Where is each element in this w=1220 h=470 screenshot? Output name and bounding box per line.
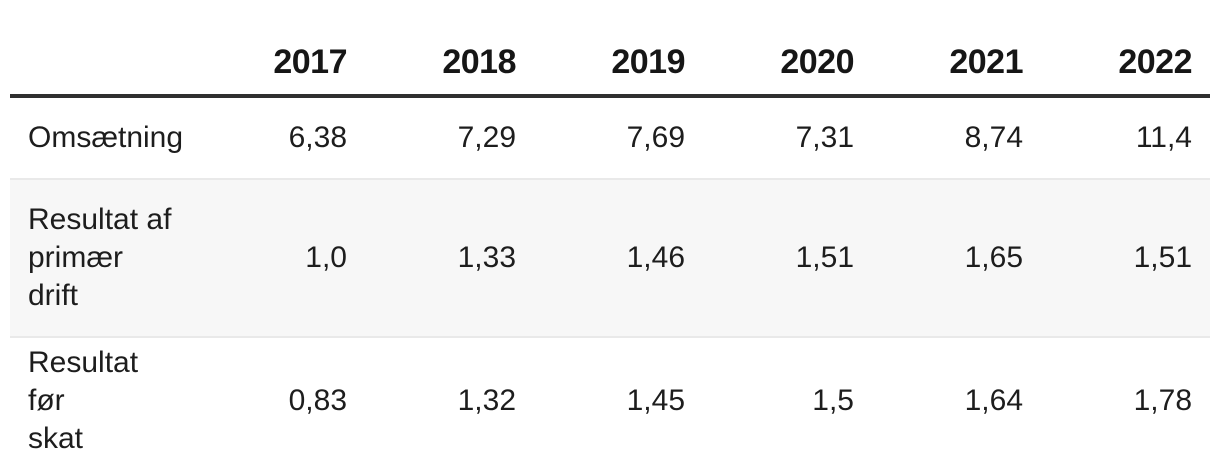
table-row-omsaetning: Omsætning 6,38 7,29 7,69 7,31 8,74 11,4 [10,96,1210,179]
cell-value: 7,29 [457,121,516,155]
cell-value: 1,0 [178,178,347,338]
header-row: 2017 2018 2019 2020 2021 2022 [10,0,1210,99]
table-row-resultat-af-primaer-drift: Resultat af primær drift 1,0 1,33 1,46 1… [10,178,1210,338]
cell-value: 1,64 [854,336,1023,464]
cell-value: 1,5 [685,336,854,464]
year-header-2020: 2020 [685,0,855,99]
row-label: Resultat før skat [10,336,178,464]
row-label: Omsætning [28,121,184,155]
year-header-2018: 2018 [347,0,517,99]
cell-value: 8,74 [964,121,1023,155]
cell-value: 7,69 [626,121,685,155]
cell-value: 0,83 [178,336,347,464]
cell-value: 1,32 [347,336,516,464]
cell-value: 1,51 [1023,178,1210,338]
cell-value: 1,78 [1023,336,1210,464]
cell-value: 1,33 [347,178,516,338]
year-header-2022: 2022 [1023,0,1210,99]
cell-value: 1,51 [685,178,854,338]
table-row-resultat-foer-skat: Resultat før skat 0,83 1,32 1,45 1,5 1,6… [10,336,1210,464]
cell-value: 1,46 [516,178,685,338]
corner-cell [10,0,178,99]
cell-value: 7,31 [795,121,854,155]
cell-value: 6,38 [288,121,347,155]
cell-value: 1,45 [516,336,685,464]
year-header-2021: 2021 [854,0,1024,99]
cell-value: 11,4 [1135,121,1192,155]
year-header-2019: 2019 [516,0,686,99]
cell-value: 1,65 [854,178,1023,338]
row-label: Resultat af primær drift [10,178,178,338]
year-header-2017: 2017 [178,0,348,99]
financial-results-table: 2017 2018 2019 2020 2021 2022 Omsætning … [10,0,1210,464]
